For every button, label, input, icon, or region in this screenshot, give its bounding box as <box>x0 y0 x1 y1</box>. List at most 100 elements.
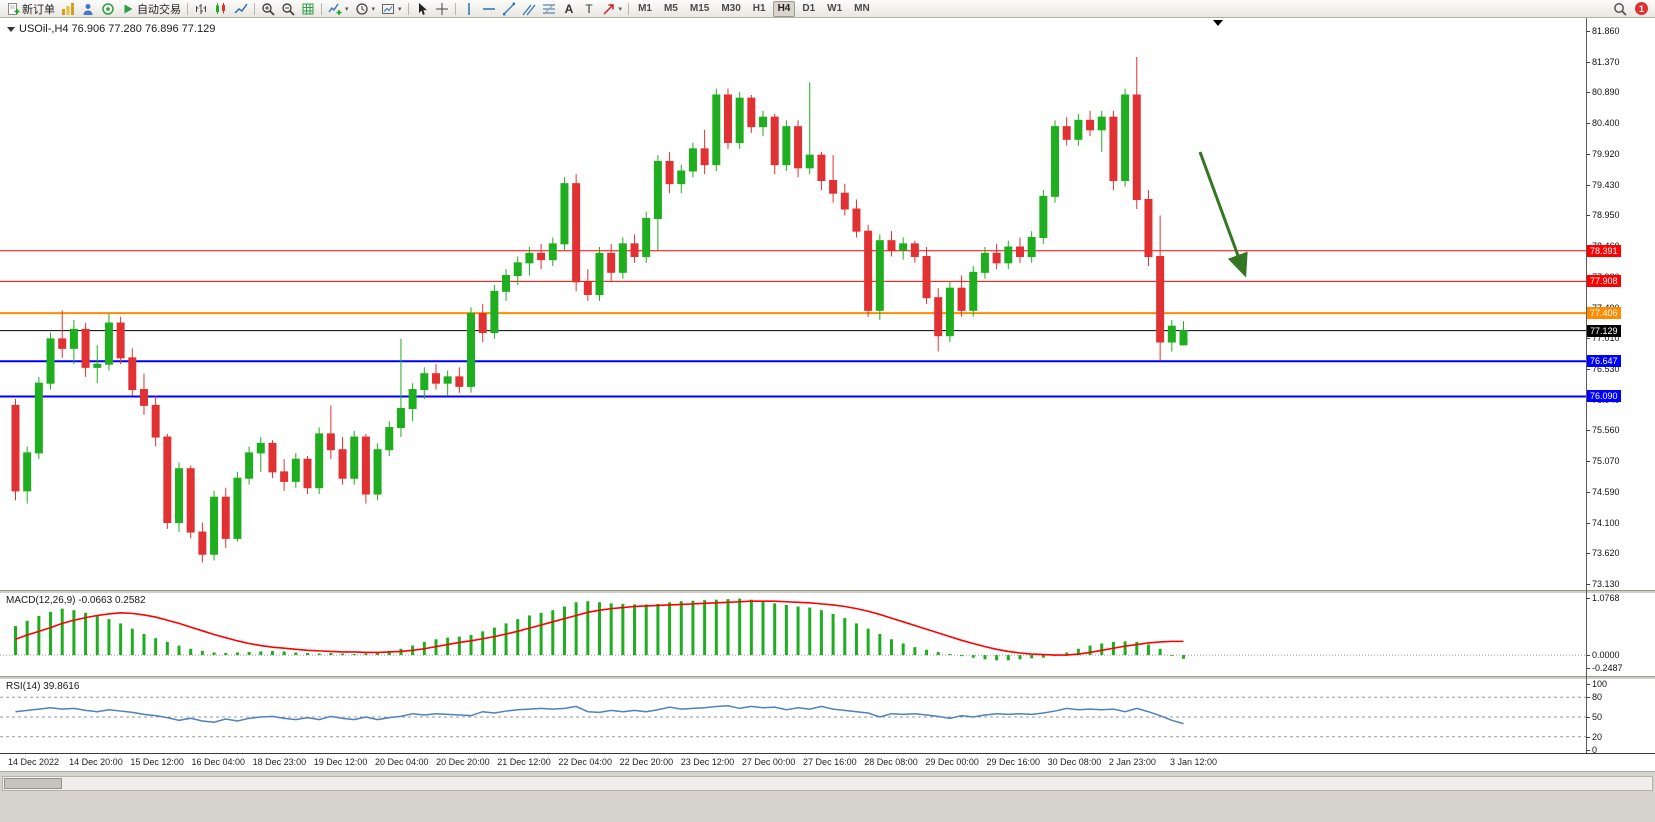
rsi-panel-separator[interactable] <box>0 676 1655 679</box>
timeframe-m15-button[interactable]: M15 <box>689 2 710 14</box>
macd-panel-separator[interactable] <box>0 590 1655 593</box>
price-axis-label[interactable]: 77.010 <box>1592 333 1620 344</box>
zoom-out-button[interactable] <box>278 0 298 18</box>
time-axis-label[interactable]: 29 Dec 00:00 <box>925 757 979 767</box>
macd-axis-label[interactable]: 0.0000 <box>1592 650 1620 661</box>
horizontal-scrollbar[interactable] <box>2 776 1653 791</box>
time-axis-label[interactable]: 22 Dec 20:00 <box>619 757 674 767</box>
community-button[interactable] <box>98 0 118 18</box>
time-axis-label[interactable]: 28 Dec 08:00 <box>864 757 918 767</box>
profile-button[interactable] <box>78 0 98 18</box>
time-axis-label[interactable]: 27 Dec 00:00 <box>741 757 796 767</box>
price-axis-label[interactable]: 81.370 <box>1592 57 1620 68</box>
arrow-annotation[interactable] <box>1198 151 1248 278</box>
chevron-down-icon: ▾ <box>398 5 402 13</box>
grid-icon <box>302 3 314 14</box>
time-axis-label[interactable]: 22 Dec 04:00 <box>558 757 612 767</box>
autotrade-button[interactable]: 自动交易 <box>118 0 184 18</box>
time-axis-label[interactable]: 21 Dec 12:00 <box>497 757 551 767</box>
price-axis-label[interactable]: 74.100 <box>1592 517 1620 528</box>
time-axis-label[interactable]: 29 Dec 16:00 <box>986 757 1041 767</box>
rsi-axis-label[interactable]: 20 <box>1592 731 1603 742</box>
arrows-button[interactable]: ▾ <box>599 0 626 18</box>
search-button[interactable] <box>1610 0 1630 18</box>
timeframe-w1-button[interactable]: W1 <box>827 2 843 14</box>
vertical-line-button[interactable] <box>459 0 479 18</box>
fibonacci-button[interactable] <box>539 0 559 18</box>
time-axis-label[interactable]: 14 Dec 2022 <box>8 757 60 767</box>
indicators-button[interactable]: ▾ <box>325 0 352 18</box>
templates-button[interactable]: ▾ <box>378 0 405 18</box>
price-axis-label[interactable]: 75.560 <box>1592 425 1620 436</box>
timeframe-m5-button[interactable]: M5 <box>663 2 678 14</box>
periods-button[interactable]: ▾ <box>352 0 379 18</box>
rsi-axis-label[interactable]: 50 <box>1592 712 1603 722</box>
price-axis-label[interactable]: 74.590 <box>1592 486 1620 497</box>
time-axis-label[interactable]: 20 Dec 20:00 <box>436 757 490 767</box>
price-axis-label[interactable]: 80.400 <box>1592 118 1620 129</box>
timeframe-m30-button[interactable]: M30 <box>721 2 741 14</box>
zoom-in-button[interactable] <box>258 0 278 18</box>
price-axis-tick <box>1586 215 1590 217</box>
time-axis-label[interactable]: 18 Dec 23:00 <box>252 757 307 767</box>
toolbar-separator <box>254 2 255 15</box>
price-badge: 76.090 <box>1587 390 1621 403</box>
time-axis-label[interactable]: 15 Dec 12:00 <box>130 757 184 767</box>
time-axis-label[interactable]: 27 Dec 16:00 <box>803 757 857 767</box>
timeframe-h4-button[interactable]: H4 <box>772 0 796 17</box>
time-axis-label[interactable]: 23 Dec 12:00 <box>680 757 735 767</box>
line-chart-button[interactable] <box>231 0 251 18</box>
notification-badge[interactable]: 1 <box>1635 2 1648 15</box>
bar-chart-button[interactable] <box>191 0 211 18</box>
equidistant-channel-button[interactable] <box>519 0 539 18</box>
price-axis-label[interactable]: 79.920 <box>1592 148 1620 159</box>
price-axis-label[interactable]: 78.950 <box>1592 210 1620 221</box>
trendline-button[interactable] <box>499 0 519 18</box>
price-axis-label[interactable]: 73.130 <box>1592 579 1620 589</box>
timeframe-mn-button[interactable]: MN <box>854 2 870 14</box>
symbol-collapse-icon[interactable] <box>7 26 15 32</box>
text-a-icon: A <box>564 2 573 16</box>
time-axis-label[interactable]: 2 Jan 23:00 <box>1108 757 1156 767</box>
price-axis-tick <box>1586 368 1590 370</box>
macd-axis-label[interactable]: 1.0768 <box>1592 593 1620 604</box>
price-axis-label[interactable]: 80.890 <box>1592 87 1620 98</box>
cursor-button[interactable] <box>412 0 432 18</box>
time-axis-label[interactable]: 19 Dec 12:00 <box>313 757 368 767</box>
price-axis-tick <box>1586 338 1590 340</box>
time-axis-label[interactable]: 16 Dec 04:00 <box>191 757 246 767</box>
charts-button[interactable] <box>58 0 78 18</box>
time-axis-label[interactable]: 20 Dec 04:00 <box>374 757 429 767</box>
time-axis-label[interactable]: 3 Jan 12:00 <box>1170 757 1218 767</box>
macd-axis-tick <box>1586 598 1590 600</box>
timeframe-h1-button[interactable]: H1 <box>752 2 766 14</box>
rsi-axis-label[interactable]: 80 <box>1592 692 1603 703</box>
price-axis-label[interactable]: 76.530 <box>1592 363 1620 374</box>
time-axis-label[interactable]: 30 Dec 08:00 <box>1047 757 1102 767</box>
price-axis-label[interactable]: 73.620 <box>1592 547 1620 558</box>
timeframe-d1-button[interactable]: D1 <box>802 2 816 14</box>
label-button[interactable]: T <box>579 0 599 18</box>
horizontal-line-objects[interactable] <box>0 250 1586 398</box>
text-button[interactable]: A <box>559 0 579 18</box>
timeframe-m1-button[interactable]: M1 <box>638 2 652 14</box>
horizontal-line-button[interactable] <box>479 0 499 18</box>
rsi-axis-tick <box>1586 717 1590 718</box>
macd-axis-label[interactable]: -0.2487 <box>1592 663 1623 674</box>
horizontal-scrollbar-thumb[interactable] <box>4 778 62 789</box>
price-axis-label[interactable]: 75.070 <box>1592 456 1620 467</box>
rsi-axis-label[interactable]: 100 <box>1592 679 1608 689</box>
candlestick-chart-button[interactable] <box>211 0 231 18</box>
chart-shift-marker[interactable] <box>1213 20 1223 26</box>
toolbar-right-group: 1 <box>1610 0 1652 18</box>
tile-windows-button[interactable] <box>298 0 318 18</box>
new-order-button[interactable]: 新订单 <box>3 0 58 18</box>
toolbar-separator <box>628 2 630 15</box>
rsi-axis-label[interactable]: 0 <box>1592 745 1598 755</box>
time-axis-label[interactable]: 14 Dec 20:00 <box>69 757 123 767</box>
crosshair-button[interactable] <box>432 0 452 18</box>
price-axis-label[interactable]: 79.430 <box>1592 179 1620 190</box>
price-badge: 77.908 <box>1587 275 1621 288</box>
price-axis-label[interactable]: 81.860 <box>1592 26 1620 36</box>
